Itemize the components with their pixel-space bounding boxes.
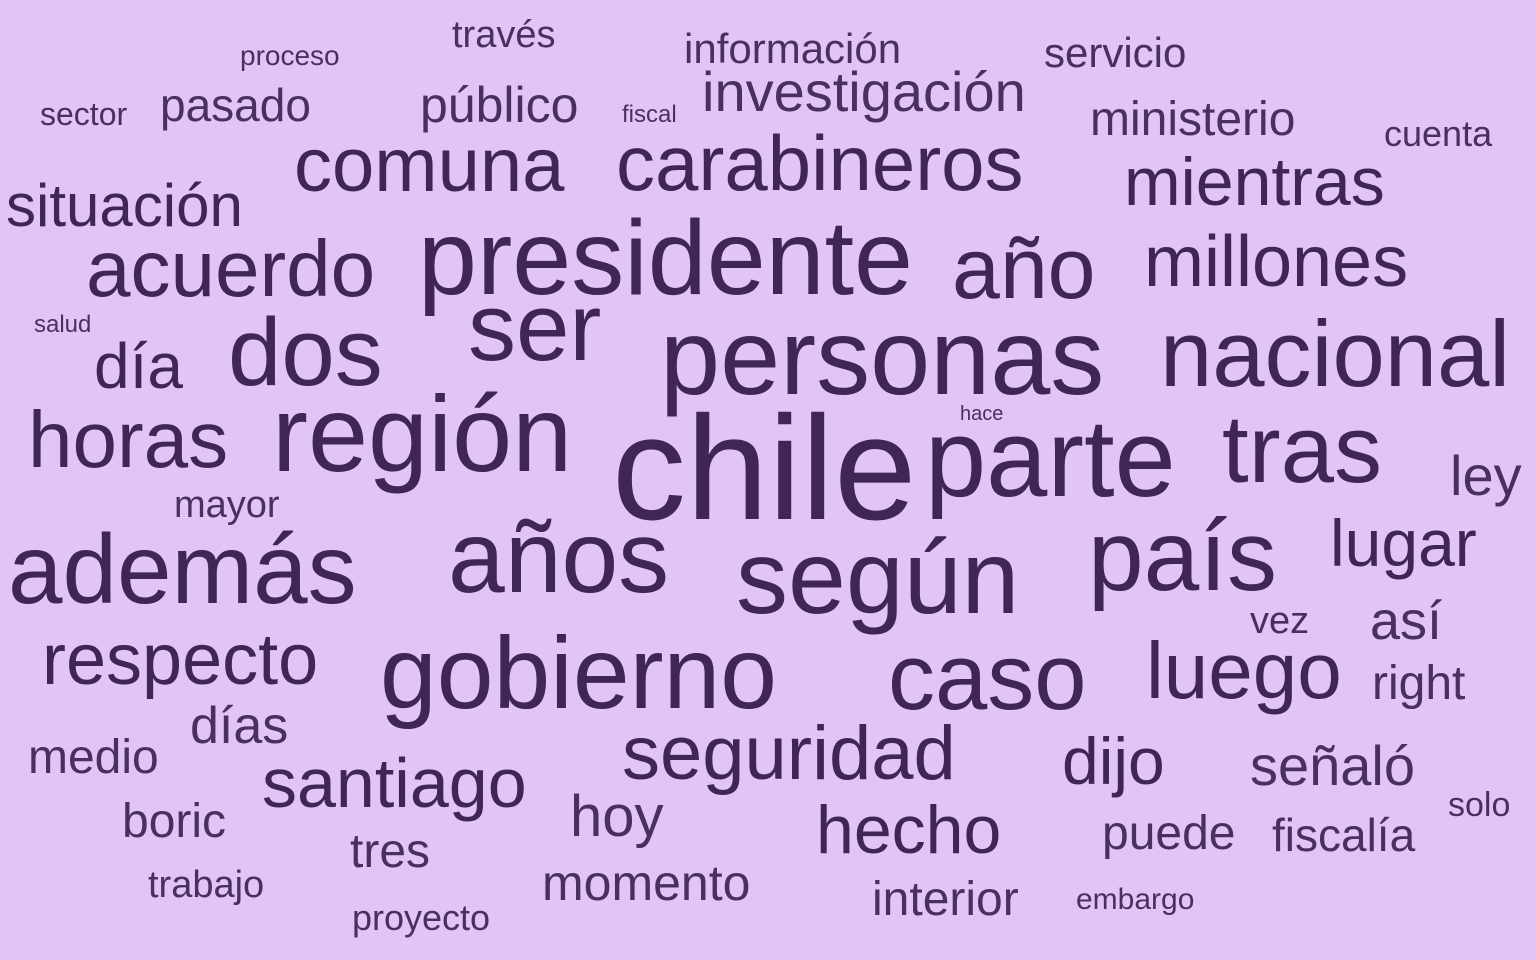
word-fiscalia: fiscalía — [1272, 809, 1416, 861]
word-segun: según — [736, 520, 1020, 636]
word-fiscal: fiscal — [622, 101, 677, 128]
word-chile: chile — [612, 386, 917, 551]
word-carabineros: carabineros — [616, 119, 1024, 207]
word-dijo: dijo — [1062, 724, 1165, 798]
word-anos: años — [448, 500, 670, 614]
word-pasado: pasado — [160, 79, 311, 131]
word-gobierno: gobierno — [380, 616, 777, 730]
word-dos: dos — [228, 299, 383, 406]
word-ley: ley — [1450, 444, 1522, 507]
word-embargo: embargo — [1076, 883, 1195, 916]
word-publico: público — [420, 77, 579, 133]
word-personas: personas — [660, 296, 1105, 417]
word-presidente: presidente — [418, 199, 914, 317]
word-mientras: mientras — [1124, 144, 1385, 220]
word-puede: puede — [1102, 807, 1236, 860]
word-dia: día — [94, 330, 183, 402]
word-region: región — [272, 373, 573, 494]
word-cuenta: cuenta — [1384, 113, 1493, 154]
word-comuna: comuna — [294, 123, 565, 208]
word-tres: tres — [350, 825, 431, 878]
word-servicio: servicio — [1044, 29, 1187, 76]
word-solo: solo — [1448, 786, 1511, 824]
word-santiago: santiago — [262, 744, 527, 822]
word-respecto: respecto — [42, 620, 319, 700]
word-traves: través — [452, 14, 556, 56]
word-investigacion: investigación — [702, 60, 1026, 123]
word-luego: luego — [1146, 626, 1342, 715]
word-medio: medio — [28, 731, 159, 784]
word-ministerio: ministerio — [1090, 93, 1296, 146]
word-proyecto: proyecto — [352, 897, 491, 938]
word-seguridad: seguridad — [622, 711, 956, 796]
word-acuerdo: acuerdo — [86, 224, 376, 313]
word-right: right — [1372, 657, 1466, 710]
word-hace: hace — [960, 403, 1004, 425]
word-momento: momento — [542, 855, 751, 911]
word-horas: horas — [28, 395, 229, 484]
word-sector: sector — [40, 96, 128, 132]
word-ano: año — [952, 221, 1096, 317]
word-lugar: lugar — [1330, 506, 1477, 580]
word-trabajo: trabajo — [148, 864, 265, 906]
word-ser: ser — [468, 274, 602, 381]
word-dias: días — [190, 697, 289, 755]
word-parte: parte — [925, 397, 1176, 520]
word-hecho: hecho — [816, 792, 1002, 868]
word-situacion: situación — [6, 172, 243, 239]
word-informacion: información — [684, 25, 902, 72]
word-nacional: nacional — [1160, 301, 1511, 406]
word-hoy: hoy — [570, 784, 664, 849]
word-senalo: señaló — [1250, 734, 1416, 797]
word-caso: caso — [888, 624, 1087, 729]
word-pais: país — [1088, 500, 1278, 612]
word-tras: tras — [1222, 396, 1383, 503]
word-ademas: además — [8, 514, 357, 624]
word-boric: boric — [122, 795, 227, 848]
word-asi: así — [1370, 591, 1443, 651]
word-interior: interior — [872, 873, 1019, 926]
word-proceso: proceso — [240, 40, 340, 71]
word-salud: salud — [34, 311, 92, 338]
word-vez: vez — [1250, 600, 1310, 642]
word-millones: millones — [1144, 222, 1409, 302]
word-mayor: mayor — [174, 484, 280, 526]
